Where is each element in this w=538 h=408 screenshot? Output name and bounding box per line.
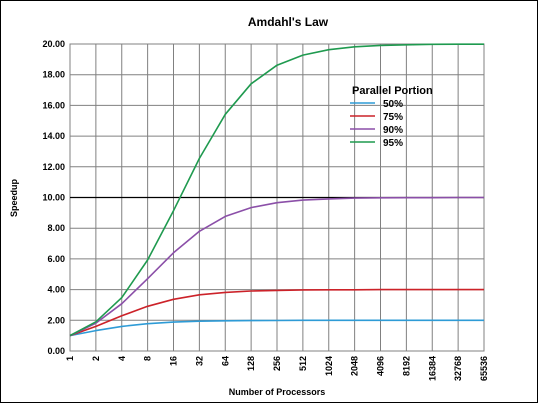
x-axis-label: Number of Processors (229, 387, 326, 397)
y-tick-label: 12.00 (42, 162, 65, 172)
x-tick-label: 2048 (350, 356, 360, 376)
chart-title: Amdahl's Law (248, 15, 329, 29)
x-tick-label: 4096 (376, 356, 386, 376)
x-tick-label: 512 (298, 356, 308, 371)
x-tick-label: 8192 (401, 356, 411, 376)
y-axis-label: Speedup (9, 179, 19, 218)
series-line-75pct (69, 288, 484, 337)
y-tick-label: 2.00 (47, 315, 65, 325)
y-tick-label: 14.00 (42, 131, 65, 141)
y-tick-label: 6.00 (47, 254, 65, 264)
x-tick-label: 1024 (324, 356, 334, 376)
x-tick-label: 256 (272, 356, 282, 371)
series-line-95pct (69, 43, 484, 337)
x-tick-label: 32768 (453, 356, 463, 381)
y-tick-label: 20.00 (42, 39, 65, 49)
y-tick-label: 16.00 (42, 100, 65, 110)
y-tick-label: 18.00 (42, 70, 65, 80)
legend-label: 95% (383, 138, 403, 149)
legend-items: 50% 75% 90% 95% (350, 99, 403, 149)
series-lines (69, 43, 484, 337)
y-tick-label: 10.00 (42, 193, 65, 203)
legend-label: 75% (383, 112, 403, 123)
x-tick-label: 16 (169, 356, 179, 366)
x-tick-label: 2 (91, 356, 101, 361)
y-tick-label: 8.00 (47, 223, 65, 233)
x-tick-label: 8 (143, 356, 153, 361)
x-tick-label: 64 (220, 356, 230, 366)
x-tick-label: 128 (246, 356, 256, 371)
legend-label: 50% (383, 99, 403, 110)
y-axis-ticks: 0.00 2.00 4.00 6.00 8.00 10.00 12.00 14.00 16.00… (42, 39, 65, 356)
x-tick-label: 65536 (479, 356, 489, 381)
legend-label: 90% (383, 125, 403, 136)
legend: Parallel Portion 50% 75% 90% 95% (350, 85, 433, 149)
x-axis-ticks: 1 2 4 8 16 32 64 128 256 512 1024 2048 4096 8192 16384… (65, 356, 489, 381)
y-tick-label: 0.00 (47, 346, 65, 356)
x-tick-label: 32 (194, 356, 204, 366)
legend-title: Parallel Portion (352, 85, 433, 97)
x-tick-label: 4 (117, 356, 127, 361)
x-tick-label: 1 (65, 356, 75, 361)
series-line-50pct (69, 319, 484, 337)
y-tick-label: 4.00 (47, 285, 65, 295)
series-line-90pct (69, 196, 484, 337)
x-tick-label: 16384 (427, 356, 437, 381)
